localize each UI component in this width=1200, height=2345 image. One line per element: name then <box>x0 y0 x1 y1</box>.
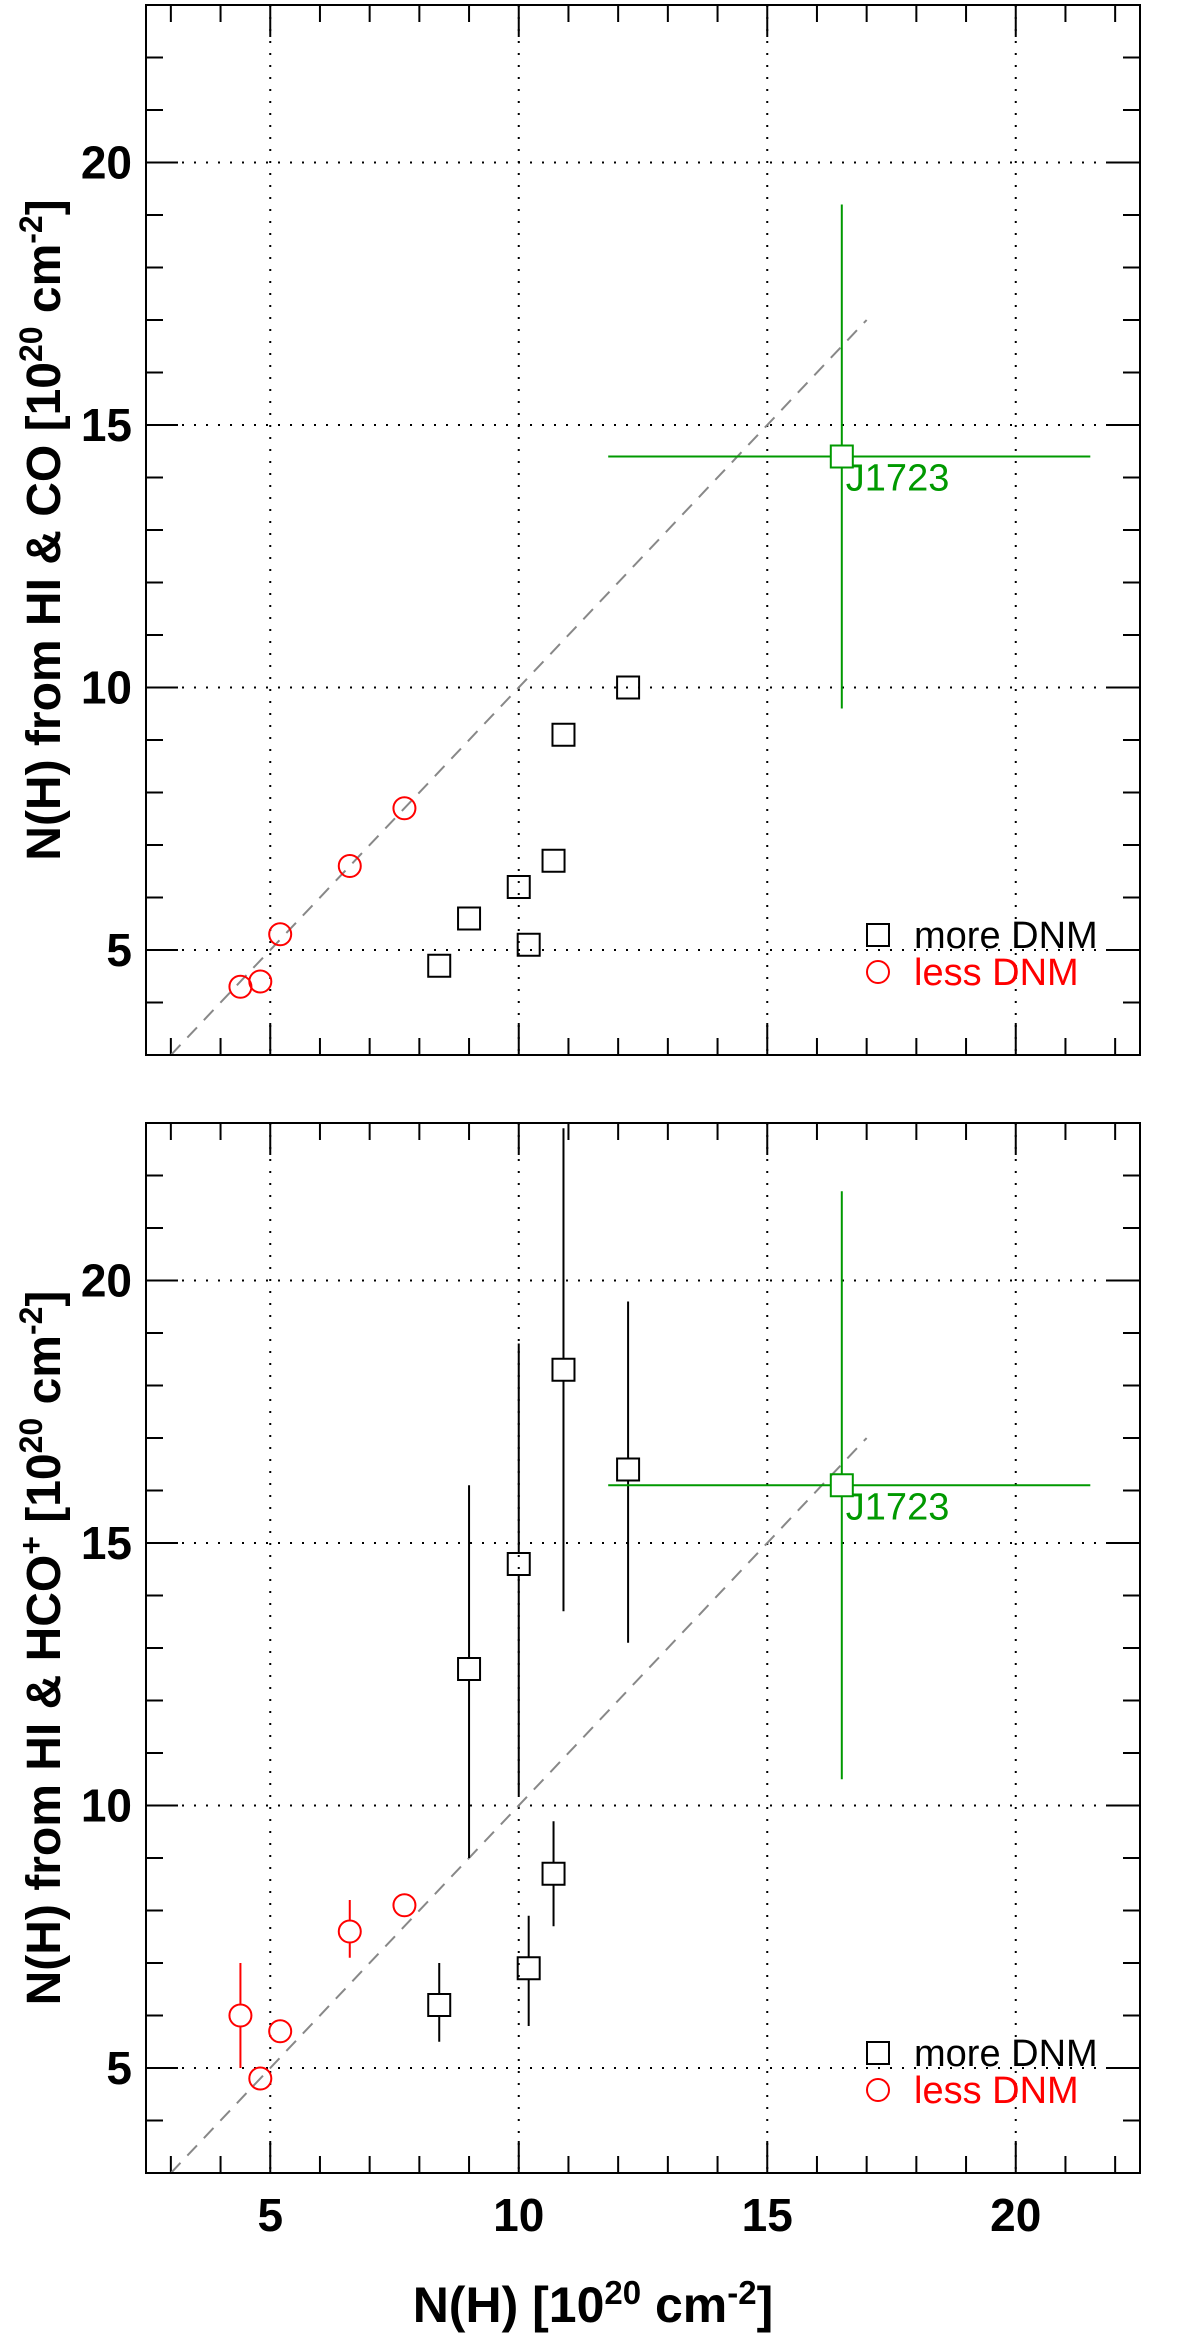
plot-frame <box>145 4 1141 1056</box>
legend-label: less DNM <box>914 2070 1079 2112</box>
legend-marker-circle <box>866 2078 890 2102</box>
legend-marker-square <box>866 923 890 947</box>
more-dnm-point <box>551 1357 576 1382</box>
y-tick-label: 10 <box>81 1780 132 1832</box>
less-dnm-point <box>268 922 293 947</box>
more-dnm-point <box>457 1657 482 1681</box>
less-dnm-point <box>392 796 417 821</box>
y-tick-label: 20 <box>81 137 132 189</box>
more-dnm-point <box>506 1552 531 1576</box>
x-tick-label: 10 <box>493 2189 544 2241</box>
x-axis-label: N(H) [1020 cm-2] <box>413 2274 774 2334</box>
x-tick-label: 20 <box>990 2189 1041 2241</box>
bottom-panel-nh-hco: 5 10 15 20 5 10 15 20 N(H) [1020 cm-2] N(H) from … <box>13 1122 1141 2334</box>
more-dnm-point <box>506 875 531 899</box>
legend-label: less DNM <box>914 952 1079 994</box>
x-tick-label: 15 <box>742 2189 793 2241</box>
less-dnm-point <box>268 2019 293 2044</box>
legend-label: more DNM <box>914 915 1098 957</box>
more-dnm-point <box>427 1993 452 2017</box>
more-dnm-point <box>457 906 482 931</box>
more-dnm-point <box>616 675 641 700</box>
x-tick-label: 5 <box>257 2189 283 2241</box>
plot-frame <box>145 1122 1141 2174</box>
less-dnm-point <box>248 969 273 994</box>
more-dnm-point <box>551 722 576 747</box>
top-panel-nh-co: 5 10 15 20N(H) from HI & CO [1020 cm-2] J172… <box>13 4 1141 1056</box>
y-tick-label: 20 <box>81 1255 132 1307</box>
legend-marker-square <box>866 2041 890 2065</box>
j1723-point <box>829 1473 854 1498</box>
legend-label: more DNM <box>914 2033 1098 2075</box>
more-dnm-point <box>541 848 566 873</box>
more-dnm-point <box>616 1457 641 1482</box>
more-dnm-point <box>516 1956 541 1981</box>
y-axis-label: N(H) from HI & HCO+ [1020 cm-2] <box>13 1291 71 2006</box>
y-tick-label: 5 <box>106 2042 132 2094</box>
more-dnm-point <box>541 1861 566 1886</box>
y-axis-label: N(H) from HI & CO [1020 cm-2] <box>13 199 71 860</box>
y-tick-label: 10 <box>81 662 132 714</box>
less-dnm-point <box>248 2066 273 2091</box>
y-tick-label: 15 <box>81 1517 132 1569</box>
less-dnm-point <box>392 1893 417 1918</box>
j1723-point <box>829 444 854 469</box>
more-dnm-point <box>427 953 452 978</box>
more-dnm-point <box>516 932 541 957</box>
j1723-label: J1723 <box>846 1486 950 1528</box>
legend-marker-circle <box>866 960 890 984</box>
identity-line <box>170 319 868 1056</box>
less-dnm-point <box>337 1919 362 1944</box>
less-dnm-point <box>337 854 362 878</box>
identity-line <box>170 1437 868 2174</box>
y-tick-label: 5 <box>106 924 132 976</box>
j1723-label: J1723 <box>846 458 950 500</box>
less-dnm-point <box>228 974 253 999</box>
y-tick-label: 15 <box>81 399 132 451</box>
less-dnm-point <box>228 2003 253 2028</box>
